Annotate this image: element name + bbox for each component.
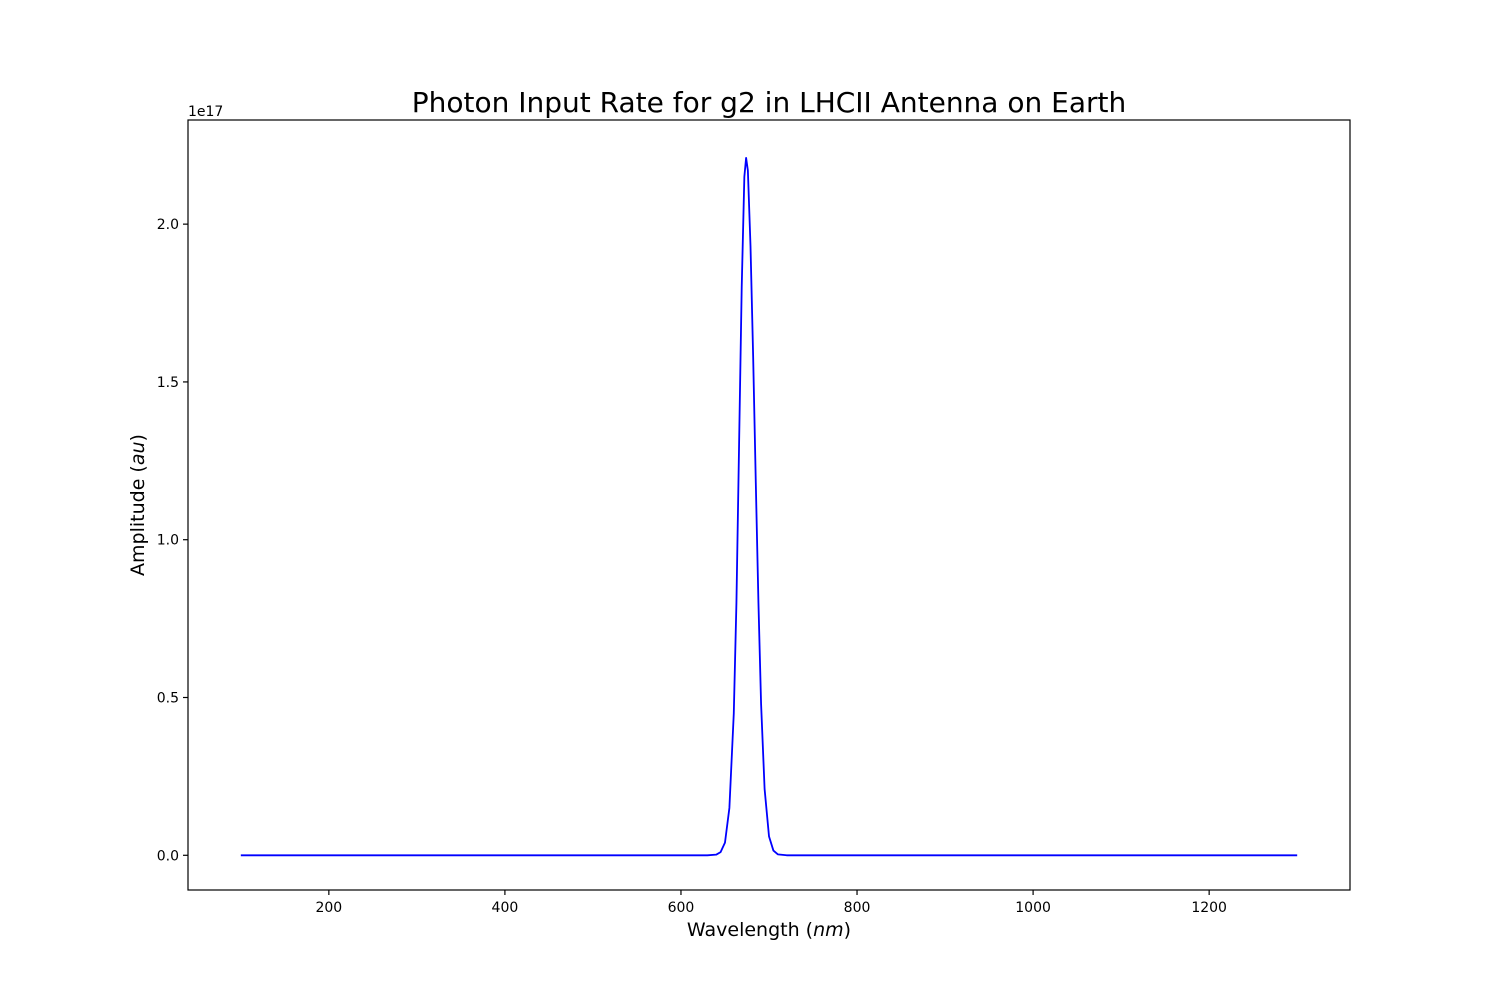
x-tick-label: 1200 xyxy=(1191,900,1227,916)
x-axis-label-unit: nm xyxy=(813,919,844,941)
x-tick-label: 200 xyxy=(315,900,342,916)
x-axis: 200 400 600 800 1000 1200 xyxy=(315,890,1227,916)
x-axis-label-close: ) xyxy=(844,919,851,941)
series-layer xyxy=(240,156,1298,857)
plot-area xyxy=(187,119,1351,891)
x-tick-label: 400 xyxy=(492,900,519,916)
x-axis-label-text: Wavelength ( xyxy=(687,919,813,941)
y-axis-label-unit: au xyxy=(127,441,149,465)
y-tick-label: 0.5 xyxy=(157,691,179,707)
y-tick-label: 1.0 xyxy=(157,533,179,549)
y-tick-label: 0.0 xyxy=(157,848,179,864)
x-tick-label: 1000 xyxy=(1015,900,1051,916)
x-tick-label: 600 xyxy=(668,900,695,916)
y-axis: 0.0 0.5 1.0 1.5 2.0 xyxy=(157,217,188,864)
y-tick-label: 1.5 xyxy=(157,375,179,391)
y-axis-label: Amplitude (au) xyxy=(127,434,149,576)
y-axis-label-text: Amplitude ( xyxy=(127,465,149,576)
y-axis-label-close: ) xyxy=(127,434,149,441)
axes-frame xyxy=(187,119,1351,891)
series-line xyxy=(240,156,1298,857)
y-tick-label: 2.0 xyxy=(157,217,179,233)
x-tick-label: 800 xyxy=(844,900,871,916)
y-offset-label: 1e17 xyxy=(188,104,223,120)
chart-title: Photon Input Rate for g2 in LHCII Antenn… xyxy=(412,86,1126,119)
x-axis-label: Wavelength (nm) xyxy=(687,919,851,941)
